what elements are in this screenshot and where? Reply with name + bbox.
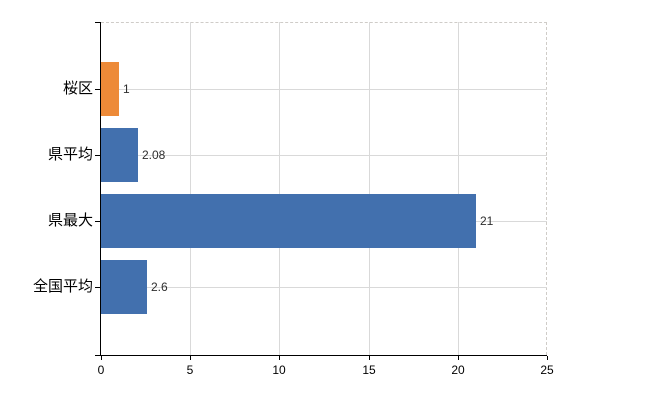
y-axis-tick <box>95 221 100 222</box>
category-label: 県平均 <box>47 146 93 163</box>
y-axis-tick <box>95 155 100 156</box>
bar <box>101 260 147 314</box>
y-axis-tick <box>95 89 100 90</box>
category-label: 県最大 <box>47 212 93 229</box>
x-tick-label: 0 <box>97 363 105 377</box>
x-axis-tick <box>101 356 102 360</box>
x-tick-label: 10 <box>272 363 286 377</box>
x-axis-tick <box>547 356 548 360</box>
plot-area <box>101 22 547 355</box>
bar-value-label: 1 <box>123 82 130 96</box>
vertical-gridline <box>190 22 191 355</box>
y-axis-tick <box>95 287 100 288</box>
x-axis-line <box>95 355 547 356</box>
x-axis-tick <box>458 356 459 360</box>
x-tick-label: 20 <box>451 363 465 377</box>
bar <box>101 62 119 116</box>
vertical-gridline <box>279 22 280 355</box>
x-tick-label: 15 <box>362 363 376 377</box>
bar-value-label: 21 <box>480 214 494 228</box>
bar-value-label: 2.08 <box>142 148 166 162</box>
x-axis-tick <box>279 356 280 360</box>
x-axis-tick <box>190 356 191 360</box>
horizontal-gridline <box>101 287 547 288</box>
y-axis-top-tick <box>95 22 101 23</box>
vertical-gridline <box>369 22 370 355</box>
horizontal-gridline <box>101 89 547 90</box>
category-label: 全国平均 <box>32 278 93 295</box>
horizontal-gridline <box>101 155 547 156</box>
y-axis-line <box>100 22 101 356</box>
x-axis-tick <box>369 356 370 360</box>
bar <box>101 128 138 182</box>
bar-value-label: 2.6 <box>151 280 168 294</box>
vertical-gridline <box>458 22 459 355</box>
bar <box>101 194 476 248</box>
category-label: 桜区 <box>62 80 93 97</box>
x-tick-label: 25 <box>540 363 554 377</box>
x-tick-label: 5 <box>186 363 194 377</box>
